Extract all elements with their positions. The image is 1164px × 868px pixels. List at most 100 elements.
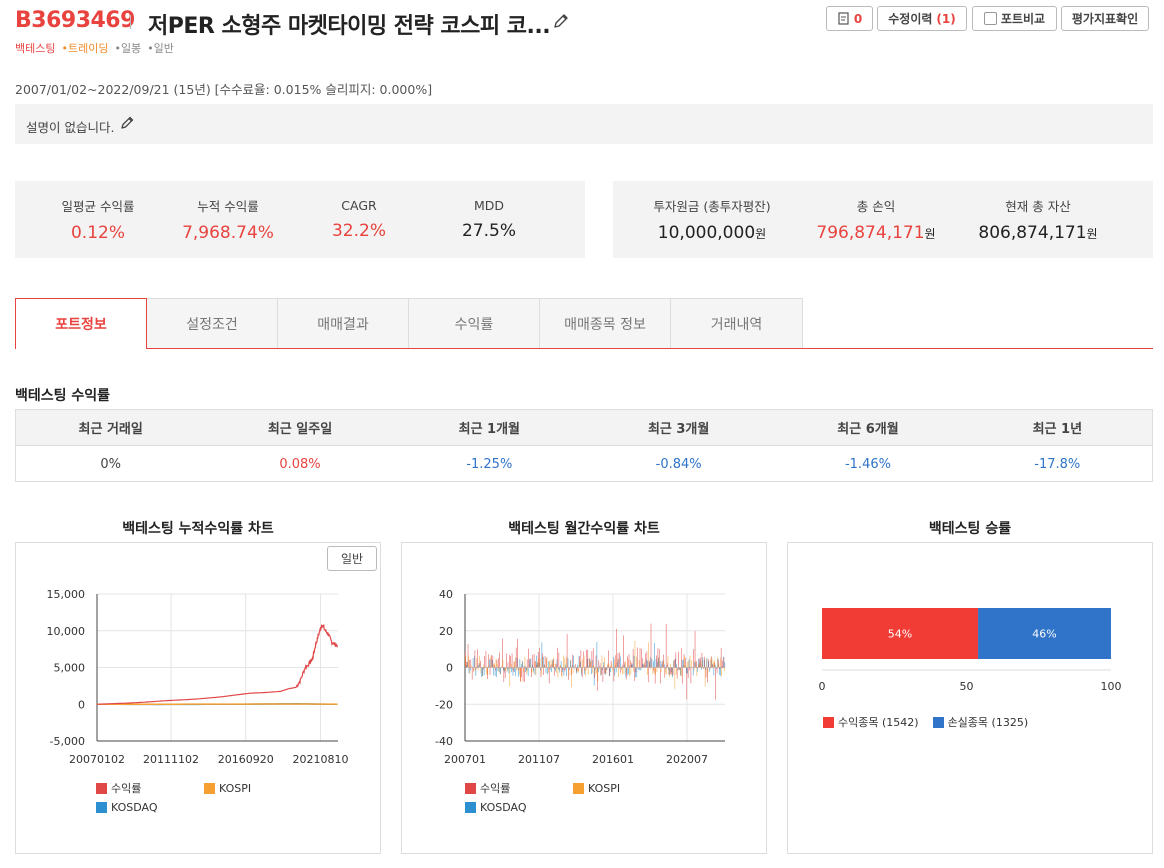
revision-history-button[interactable]: 수정이력 (1): [877, 6, 967, 31]
cum-return-chart: 15,000 10,000 5,000 0 -5,000 20070102 20111102…: [47, 588, 349, 766]
monthly-bar: [647, 667, 648, 675]
tab-transactions[interactable]: 거래내역: [671, 298, 803, 349]
monthly-bar: [681, 659, 683, 668]
tab-returns[interactable]: 수익률: [409, 298, 540, 349]
monthly-bar: [710, 658, 711, 668]
monthly-bar: [467, 643, 469, 668]
edit-title-icon[interactable]: [552, 12, 570, 30]
monthly-bar: [555, 663, 557, 668]
monthly-bar: [494, 663, 495, 668]
monthly-bar: [546, 657, 547, 668]
monthly-bar: [542, 657, 544, 668]
stat-label: 투자원금 (총투자평잔): [653, 199, 771, 214]
monthly-bar: [681, 667, 683, 677]
monthly-bar: [598, 660, 600, 668]
monthly-return-chart: 40 20 0 -20 -40 200701 201107 201601 202007: [435, 588, 726, 766]
tab-trade-result[interactable]: 매매결과: [278, 298, 409, 349]
monthly-bar: [716, 667, 717, 670]
monthly-bar: [651, 663, 652, 668]
monthly-bar: [566, 633, 568, 668]
monthly-bar: [599, 666, 600, 668]
monthly-bar: [504, 667, 506, 679]
monthly-bar: [635, 667, 637, 673]
tab-settings[interactable]: 설정조건: [147, 298, 278, 349]
monthly-bar: [617, 661, 618, 668]
monthly-bar: [490, 659, 492, 668]
monthly-bar: [643, 663, 645, 668]
table-cell: -17.8%: [1034, 456, 1081, 472]
stat-total-assets: 현재 총 자산 806,874,171원: [958, 181, 1118, 258]
port-compare-button[interactable]: 포트비교: [972, 6, 1057, 31]
y-tick-label: 0: [446, 662, 453, 675]
monthly-bar: [512, 667, 514, 676]
monthly-bar: [530, 658, 532, 668]
monthly-bar: [509, 667, 511, 669]
monthly-bar: [478, 663, 480, 668]
monthly-bar: [578, 655, 580, 668]
indicator-button[interactable]: 평가지표확인: [1061, 6, 1149, 31]
monthly-bar: [469, 659, 470, 668]
edit-description-icon[interactable]: [120, 115, 135, 130]
monthly-bar: [540, 667, 541, 671]
x-tick-label: 50: [960, 680, 974, 693]
monthly-bar: [558, 667, 559, 670]
monthly-bar: [634, 640, 636, 668]
monthly-bar: [479, 655, 480, 668]
legend-label: 수익종목 (1542): [838, 716, 919, 729]
monthly-bar: [487, 666, 489, 668]
monthly-bar: [467, 661, 468, 668]
monthly-bar: [478, 665, 479, 668]
monthly-bar: [528, 648, 529, 668]
monthly-bar: [648, 642, 650, 668]
monthly-bar: [684, 666, 686, 668]
monthly-bar: [595, 667, 596, 670]
table-header: 최근 6개월: [837, 422, 899, 437]
monthly-bar: [699, 663, 700, 668]
scale-toggle-button[interactable]: 일반: [327, 546, 377, 571]
x-tick-label: 201107: [518, 753, 560, 766]
monthly-bar: [537, 662, 539, 668]
monthly-bar: [573, 655, 574, 668]
monthly-bar: [633, 667, 634, 672]
y-tick-label: 15,000: [47, 588, 86, 601]
monthly-bar: [669, 667, 671, 675]
tab-port-info[interactable]: 포트정보: [15, 298, 147, 349]
monthly-bar: [608, 650, 609, 668]
monthly-bar: [600, 667, 601, 676]
monthly-bar: [538, 658, 539, 668]
monthly-bar: [723, 657, 725, 668]
monthly-bar: [602, 667, 603, 671]
stat-daily-return: 일평균 수익률 0.12%: [38, 181, 158, 258]
monthly-bar: [647, 660, 649, 668]
monthly-bar: [595, 655, 597, 668]
monthly-bar: [554, 663, 556, 668]
stat-label: 총 손익: [856, 199, 896, 214]
monthly-bar: [529, 659, 530, 668]
monthly-bar: [491, 654, 492, 668]
monthly-legend: 수익률 KOSPI KOSDAQ: [465, 780, 745, 814]
monthly-bar: [649, 660, 650, 668]
monthly-bar: [553, 657, 555, 668]
monthly-bar: [524, 657, 526, 668]
monthly-bar: [547, 667, 549, 669]
monthly-bar: [476, 658, 478, 668]
stat-mdd: MDD 27.5%: [429, 181, 549, 258]
monthly-bar: [615, 667, 617, 673]
monthly-bar: [670, 663, 672, 668]
monthly-bar: [529, 658, 531, 668]
comment-button[interactable]: 0: [826, 6, 873, 31]
monthly-bar: [640, 667, 642, 671]
monthly-bar: [625, 667, 627, 678]
monthly-bar: [641, 666, 643, 668]
monthly-bar: [672, 667, 674, 676]
monthly-bar: [548, 661, 550, 668]
legend-label: 수익률: [111, 782, 142, 795]
monthly-bar: [680, 667, 681, 676]
indicator-label: 평가지표확인: [1071, 12, 1139, 26]
revision-label: 수정이력: [888, 12, 933, 26]
monthly-bar: [560, 664, 561, 668]
compare-checkbox[interactable]: [983, 12, 997, 25]
monthly-bar: [555, 667, 556, 672]
legend-item: KOSDAQ: [465, 801, 585, 814]
tab-stock-info[interactable]: 매매종목 정보: [540, 298, 671, 349]
